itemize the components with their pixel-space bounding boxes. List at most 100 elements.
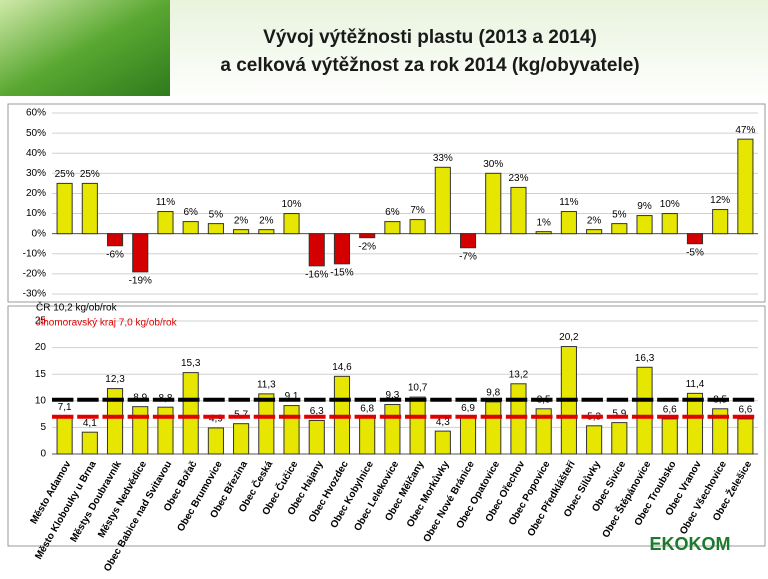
value-label: -7% bbox=[459, 251, 477, 262]
value-label: 6,9 bbox=[461, 403, 475, 414]
bar bbox=[560, 211, 577, 235]
value-label: -6% bbox=[106, 249, 124, 260]
bar bbox=[611, 422, 628, 455]
value-label: 11,4 bbox=[686, 379, 705, 390]
bar bbox=[132, 406, 149, 455]
value-label: -5% bbox=[686, 247, 704, 258]
y-tick-label: 0 bbox=[40, 449, 46, 460]
value-label: 14,6 bbox=[332, 362, 352, 373]
bar bbox=[308, 419, 325, 455]
value-label: 10% bbox=[282, 199, 302, 210]
bar bbox=[81, 431, 98, 455]
value-label: 5% bbox=[209, 209, 224, 220]
bar bbox=[258, 393, 275, 455]
bar bbox=[459, 416, 477, 455]
value-label: 7% bbox=[410, 205, 425, 216]
bar bbox=[686, 233, 704, 245]
title-line: Vývoj výtěžnosti plastu (2013 a 2014) bbox=[263, 27, 597, 48]
bar bbox=[485, 401, 502, 455]
y-tick-label: 20% bbox=[26, 188, 46, 199]
bar bbox=[661, 213, 678, 235]
bar bbox=[233, 229, 250, 235]
value-label: 9,1 bbox=[285, 391, 299, 402]
bar bbox=[233, 423, 250, 455]
value-label: 25% bbox=[80, 169, 100, 180]
y-tick-label: 20 bbox=[35, 342, 47, 353]
value-label: 2% bbox=[259, 215, 274, 226]
value-label: 10% bbox=[660, 199, 680, 210]
value-label: 5% bbox=[612, 209, 627, 220]
bar bbox=[409, 219, 426, 235]
bar bbox=[686, 392, 704, 455]
value-label: 15,3 bbox=[181, 358, 201, 369]
y-tick-label: 25 bbox=[35, 316, 47, 327]
reference-label: ČR 10,2 kg/ob/rok bbox=[36, 301, 118, 314]
value-label: 6,3 bbox=[310, 406, 324, 417]
bar bbox=[283, 213, 300, 235]
bar bbox=[737, 418, 754, 455]
bar bbox=[56, 415, 73, 455]
bar bbox=[182, 372, 199, 455]
y-tick-label: -30% bbox=[23, 289, 46, 300]
value-label: 33% bbox=[433, 153, 453, 164]
title-line: a celková výtěžnost za rok 2014 (kg/obyv… bbox=[220, 55, 639, 76]
y-tick-label: -20% bbox=[23, 269, 46, 280]
value-label: 1% bbox=[536, 217, 551, 228]
value-label: 23% bbox=[508, 173, 528, 184]
bar bbox=[586, 425, 603, 455]
bar bbox=[308, 233, 325, 267]
y-tick-label: 50% bbox=[26, 128, 46, 139]
y-tick-label: 5 bbox=[40, 422, 46, 433]
y-tick-label: 10% bbox=[26, 208, 46, 219]
value-label: 6% bbox=[385, 207, 400, 218]
bar bbox=[510, 186, 527, 235]
bar bbox=[409, 396, 426, 455]
value-label: 4,9 bbox=[209, 414, 223, 425]
value-label: 9,8 bbox=[486, 388, 500, 399]
value-label: 2% bbox=[587, 215, 602, 226]
y-tick-label: 0% bbox=[32, 228, 47, 239]
value-label: 13,2 bbox=[509, 369, 529, 380]
bar bbox=[586, 229, 603, 235]
bar bbox=[384, 404, 401, 455]
bar bbox=[207, 427, 224, 455]
value-label: 6,6 bbox=[738, 405, 752, 416]
bar bbox=[182, 221, 199, 235]
bar bbox=[611, 223, 628, 235]
bar bbox=[535, 231, 552, 235]
value-label: 6,6 bbox=[663, 405, 677, 416]
value-label: 6,8 bbox=[360, 403, 374, 414]
value-label: -16% bbox=[305, 269, 328, 280]
logo: EKOKOM bbox=[650, 534, 731, 554]
value-label: 10,7 bbox=[408, 383, 428, 394]
value-label: 12,3 bbox=[105, 374, 125, 385]
bar bbox=[712, 408, 729, 455]
reference-label: Jihomoravský kraj 7,0 kg/ob/rok bbox=[36, 318, 178, 329]
header-image bbox=[0, 0, 170, 96]
y-tick-label: 15 bbox=[35, 369, 47, 380]
value-label: 7,1 bbox=[58, 402, 72, 413]
value-label: 9% bbox=[637, 201, 652, 212]
value-label: 2% bbox=[234, 215, 249, 226]
value-label: 25% bbox=[55, 169, 75, 180]
y-tick-label: 60% bbox=[26, 108, 46, 119]
bar bbox=[359, 233, 376, 239]
bar bbox=[258, 229, 275, 235]
bar bbox=[636, 366, 653, 455]
bar bbox=[359, 417, 376, 455]
value-label: 20,2 bbox=[559, 332, 579, 343]
bar bbox=[459, 233, 477, 249]
bar bbox=[384, 221, 401, 235]
value-label: -19% bbox=[129, 276, 152, 287]
bar bbox=[510, 383, 527, 455]
y-tick-label: 40% bbox=[26, 148, 46, 159]
value-label: 5,9 bbox=[612, 408, 626, 419]
bar bbox=[157, 406, 174, 455]
value-label: 16,3 bbox=[635, 353, 655, 364]
bar bbox=[434, 166, 451, 235]
bar bbox=[434, 430, 451, 455]
value-label: 4,1 bbox=[83, 418, 97, 429]
value-label: 4,3 bbox=[436, 417, 450, 428]
bar bbox=[661, 418, 678, 455]
